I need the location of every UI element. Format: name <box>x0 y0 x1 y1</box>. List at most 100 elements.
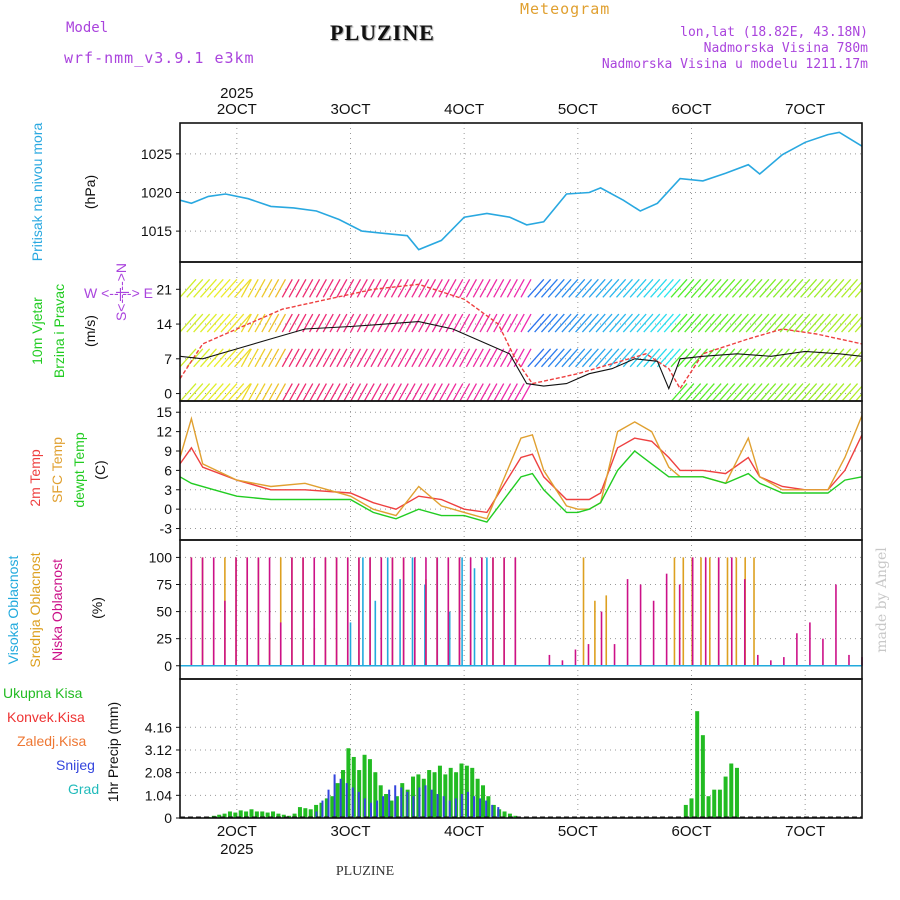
wind-barb-stripe <box>752 383 770 401</box>
wind-barb-stripe <box>766 383 784 401</box>
wind-barb-stripe <box>390 348 402 368</box>
wind-barb-stripe <box>499 313 512 333</box>
wind-barb-stripe <box>506 278 518 298</box>
wind-barb-stripe <box>534 313 552 333</box>
wind-barb-stripe <box>588 313 606 333</box>
wind-barb-stripe <box>274 278 287 298</box>
wind-barb-stripe <box>793 313 811 333</box>
wind-barb-stripe <box>520 313 532 333</box>
wind-barb-stripe <box>452 348 464 368</box>
model-label: Model <box>66 20 109 36</box>
wind-barb-stripe <box>493 348 505 368</box>
wind-barb-stripe <box>281 313 293 333</box>
wind-barb-stripe <box>772 313 790 333</box>
wind-barb-stripe <box>425 383 437 401</box>
wind-barb-stripe <box>240 278 252 298</box>
wind-barb-stripe <box>697 313 715 333</box>
wind-barb-stripe <box>343 278 355 298</box>
precip-bar <box>281 814 286 818</box>
y-tick-label: 6 <box>164 462 172 478</box>
wind-barb-stripe <box>861 365 862 367</box>
wind-barb-stripe <box>588 348 606 368</box>
cloud-mid-axis-title: Srednja Oblacnost <box>27 552 43 667</box>
wind-barb-stripe <box>800 278 818 298</box>
wind-barb-stripe <box>731 313 749 333</box>
precip-bar <box>421 778 426 818</box>
wind-barb-stripe <box>854 392 862 401</box>
y-tick-label: 3 <box>164 482 172 498</box>
top-year-label: 2025 <box>220 85 253 102</box>
wind-barb-stripe <box>411 278 423 298</box>
wind-barb-stripe <box>581 313 599 333</box>
wind-barb-stripe <box>459 348 471 368</box>
wind-barb-stripe <box>377 348 389 368</box>
wind-barb-stripe <box>834 383 852 401</box>
wind-barb-stripe <box>438 348 450 368</box>
wind-barb-stripe <box>636 348 654 368</box>
wind-barb-stripe <box>315 278 327 298</box>
wind-barb-stripe <box>288 278 300 298</box>
wind-barb-stripe <box>309 278 321 298</box>
panel-frame <box>179 678 863 819</box>
wind-barb-stripe <box>411 383 423 401</box>
precip-bar <box>384 794 389 818</box>
top-date-tick-label: 5OCT <box>558 101 598 118</box>
wind-barb-stripe <box>206 383 224 401</box>
wind-barb-stripe <box>180 313 197 333</box>
wind-barb-stripe <box>424 313 437 333</box>
wind-barb-stripe <box>663 348 681 368</box>
cloud-high-axis-title: Visoka Oblacnost <box>5 556 21 665</box>
precip-bar <box>448 767 453 818</box>
wind-barb-stripe <box>486 278 498 298</box>
wind-barb-stripe <box>452 383 464 401</box>
wind-barb-stripe <box>281 278 293 298</box>
precip-bar <box>222 813 227 818</box>
wind-barb-stripe <box>404 348 416 368</box>
precip-axis-title: 1hr Precip (mm) <box>105 702 121 802</box>
wind-barb-stripe <box>213 383 231 401</box>
precip-bar <box>481 785 486 818</box>
y-tick-label: 25 <box>156 631 172 647</box>
precip-bar <box>485 800 488 818</box>
y-tick-label: 14 <box>156 316 172 332</box>
wind-barb-stripe <box>813 313 831 333</box>
precip-bar <box>406 791 409 818</box>
temperature-series-line <box>179 434 863 514</box>
wind-barb-stripe <box>581 348 599 368</box>
wind-barb-stripe <box>820 313 838 333</box>
wind-barb-stripe <box>336 278 348 298</box>
panel-frame <box>179 539 863 680</box>
wind-barb-stripe <box>575 348 593 368</box>
wind-barb-stripe <box>377 383 389 401</box>
y-tick-label: 21 <box>156 281 172 297</box>
precip-bar <box>497 807 500 818</box>
wind-barb-stripe <box>254 348 266 368</box>
wind-barb-stripe <box>193 348 211 368</box>
wind-barb-stripe <box>336 383 348 401</box>
wind-barb-stripe <box>691 278 708 298</box>
wind-barb-stripe <box>670 278 688 298</box>
wind-barb-stripe <box>220 348 238 368</box>
wind-compass-we: W <--|--> E <box>84 285 153 301</box>
wind-barb-stripe <box>752 313 770 333</box>
wind-barb-stripe <box>547 348 565 368</box>
wind-barb-stripe <box>684 383 702 401</box>
wind-barb-stripe <box>493 313 505 333</box>
wind-barb-stripe <box>568 313 586 333</box>
precip-bar <box>700 735 705 818</box>
wind-barb-stripe <box>322 278 334 298</box>
precip-bar <box>254 811 259 818</box>
wind-barb-stripe <box>656 278 674 298</box>
wind-barb-stripe <box>568 348 586 368</box>
wind-barb-stripe <box>329 313 341 333</box>
precip-bar <box>292 813 297 818</box>
wind-barb-stripe <box>663 278 681 298</box>
wind-barb-stripe <box>479 348 491 368</box>
wind-barb-stripe <box>704 383 722 401</box>
wind-barb-stripe <box>206 313 224 333</box>
precip-bar <box>706 796 711 818</box>
wind-barb-stripe <box>786 348 804 368</box>
wind-barb-stripe <box>527 313 545 333</box>
wind-barb-stripe <box>827 313 845 333</box>
wind-barb-stripe <box>377 313 389 333</box>
